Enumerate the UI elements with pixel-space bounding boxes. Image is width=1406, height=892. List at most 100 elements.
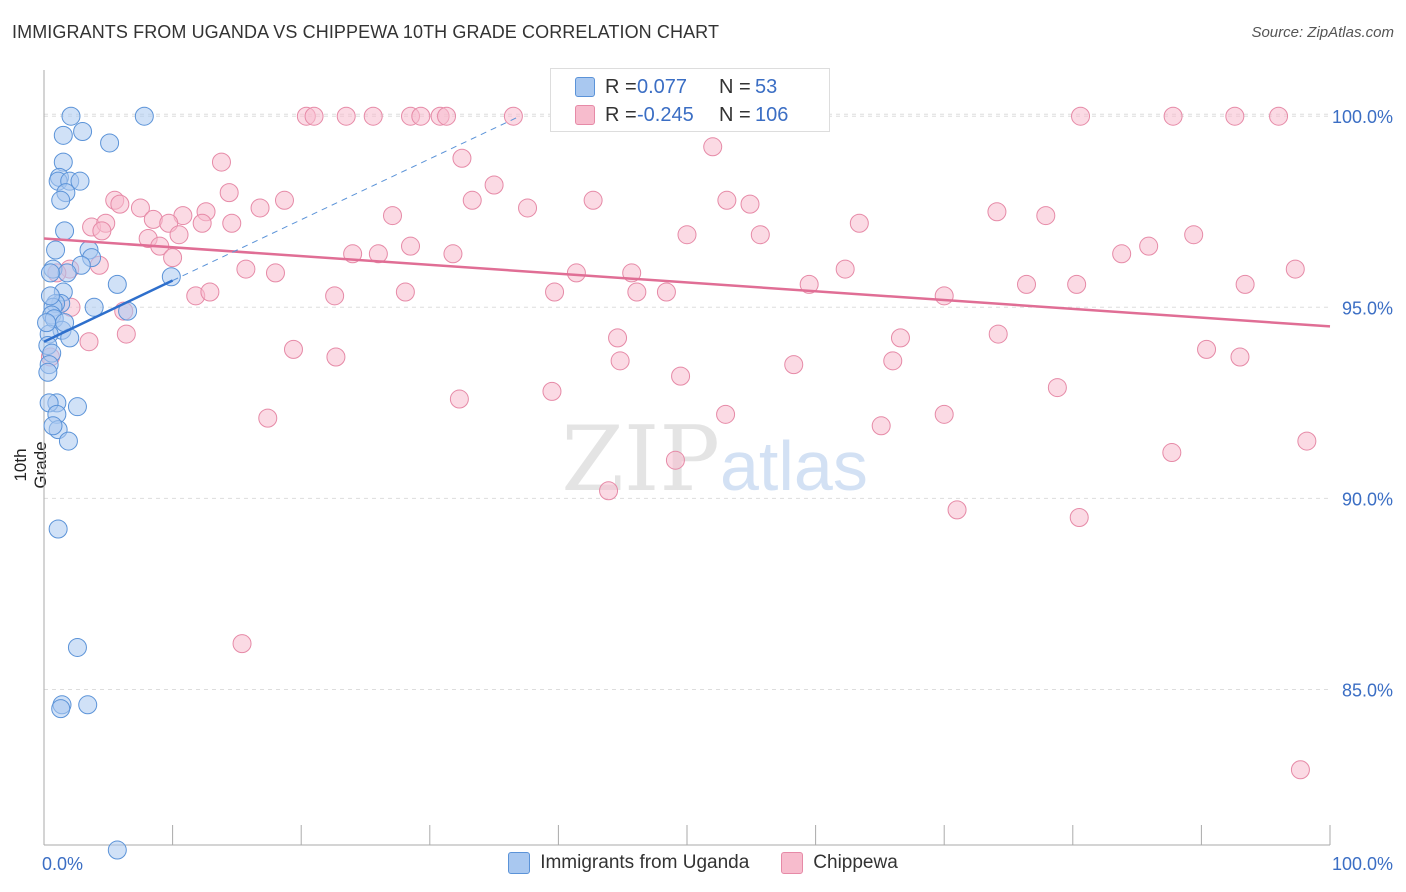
chippewa-point <box>222 213 242 233</box>
uganda-point <box>43 416 63 436</box>
legend-r-label: R = <box>605 103 637 126</box>
chippewa-point <box>283 339 303 359</box>
x-tick-label-max: 100.0% <box>1332 854 1393 874</box>
uganda-point <box>48 519 68 539</box>
chippewa-point <box>449 389 469 409</box>
chippewa-point <box>1162 443 1182 463</box>
uganda-point <box>51 699 71 719</box>
uganda-point <box>70 171 90 191</box>
uganda-point <box>100 133 120 153</box>
trend-lines <box>43 115 1331 343</box>
chart-title: IMMIGRANTS FROM UGANDA VS CHIPPEWA 10TH … <box>12 22 720 42</box>
uganda-point <box>61 106 81 126</box>
chippewa-point <box>1069 508 1089 528</box>
legend-row-uganda: R = 0.077 N = 53 <box>575 73 777 101</box>
chippewa-point <box>1197 339 1217 359</box>
legend-swatch-uganda <box>508 852 531 874</box>
chippewa-point <box>1071 106 1091 126</box>
legend-n-label: N = <box>719 103 751 126</box>
legend-n-value-chippewa: 106 <box>755 103 789 126</box>
chippewa-point <box>250 198 270 218</box>
chippewa-point <box>599 481 619 501</box>
chippewa-point <box>608 328 628 348</box>
legend-label-chippewa: Chippewa <box>813 852 898 873</box>
chippewa-point <box>740 194 760 214</box>
chippewa-trend-line <box>43 237 1331 328</box>
chippewa-point <box>484 175 504 195</box>
chippewa-point <box>452 148 472 168</box>
chippewa-point <box>566 263 586 283</box>
chippewa-point <box>383 206 403 226</box>
chippewa-point <box>462 190 482 210</box>
chippewa-point <box>443 244 463 264</box>
chippewa-point <box>192 213 212 233</box>
legend-label-uganda: Immigrants from Uganda <box>540 852 750 873</box>
chippewa-point <box>325 286 345 306</box>
chippewa-point <box>703 137 723 157</box>
chippewa-point <box>849 213 869 233</box>
chippewa-point <box>545 282 565 302</box>
legend-n-label: N = <box>719 75 751 98</box>
uganda-point <box>37 313 57 333</box>
chippewa-point <box>211 152 231 172</box>
chippewa-point <box>1184 225 1204 245</box>
chippewa-point <box>677 225 697 245</box>
source-credit: Source: ZipAtlas.com <box>1251 24 1394 41</box>
uganda-point <box>53 125 73 145</box>
chippewa-point <box>835 259 855 279</box>
chippewa-point <box>784 355 804 375</box>
chippewa-point <box>871 416 891 436</box>
uganda-point <box>67 397 87 417</box>
chippewa-point <box>934 404 954 424</box>
chippewa-point <box>363 106 383 126</box>
watermark-atlas: atlas <box>720 427 868 505</box>
uganda-point <box>67 637 87 657</box>
chippewa-point <box>163 248 183 268</box>
chippewa-point <box>265 263 285 283</box>
chippewa-point <box>1139 236 1159 256</box>
chippewa-point <box>1047 378 1067 398</box>
chippewa-point <box>750 225 770 245</box>
chippewa-point <box>1285 259 1305 279</box>
legend-item-chippewa[interactable]: Chippewa <box>781 852 898 874</box>
chippewa-point <box>92 221 112 241</box>
chippewa-point <box>988 324 1008 344</box>
chippewa-point <box>169 225 189 245</box>
chippewa-point <box>1297 431 1317 451</box>
uganda-point <box>46 240 66 260</box>
uganda-trend-extension <box>172 115 521 282</box>
uganda-point <box>107 274 127 294</box>
legend-swatch-chippewa <box>781 852 804 874</box>
chippewa-point <box>326 347 346 367</box>
uganda-point <box>84 297 104 317</box>
chippewa-point <box>1235 274 1255 294</box>
uganda-point <box>57 263 77 283</box>
legend-r-label: R = <box>605 75 637 98</box>
uganda-point <box>107 840 127 860</box>
chippewa-point <box>336 106 356 126</box>
chippewa-point <box>1290 760 1310 780</box>
chippewa-point <box>934 286 954 306</box>
chippewa-point <box>717 190 737 210</box>
uganda-point <box>161 267 181 287</box>
axes <box>43 70 1331 846</box>
chippewa-point <box>665 450 685 470</box>
chippewa-point <box>947 500 967 520</box>
chippewa-point <box>1269 106 1289 126</box>
chippewa-point <box>368 244 388 264</box>
legend-swatch-chippewa <box>575 105 595 125</box>
legend-item-uganda[interactable]: Immigrants from Uganda <box>508 852 749 874</box>
chippewa-point <box>503 106 523 126</box>
y-tick-label: 95.0% <box>1342 298 1393 318</box>
legend-r-value-chippewa: -0.245 <box>637 103 694 126</box>
y-tick-label: 100.0% <box>1332 107 1393 127</box>
chippewa-point <box>1112 244 1132 264</box>
uganda-point <box>40 286 60 306</box>
grid-lines <box>44 113 1330 691</box>
chippewa-point <box>716 404 736 424</box>
uganda-point <box>58 431 78 451</box>
tick-labels: 85.0% 90.0% 95.0% 100.0% 0.0% 100.0% <box>42 107 1393 874</box>
chippewa-point <box>236 259 256 279</box>
chippewa-point <box>274 190 294 210</box>
